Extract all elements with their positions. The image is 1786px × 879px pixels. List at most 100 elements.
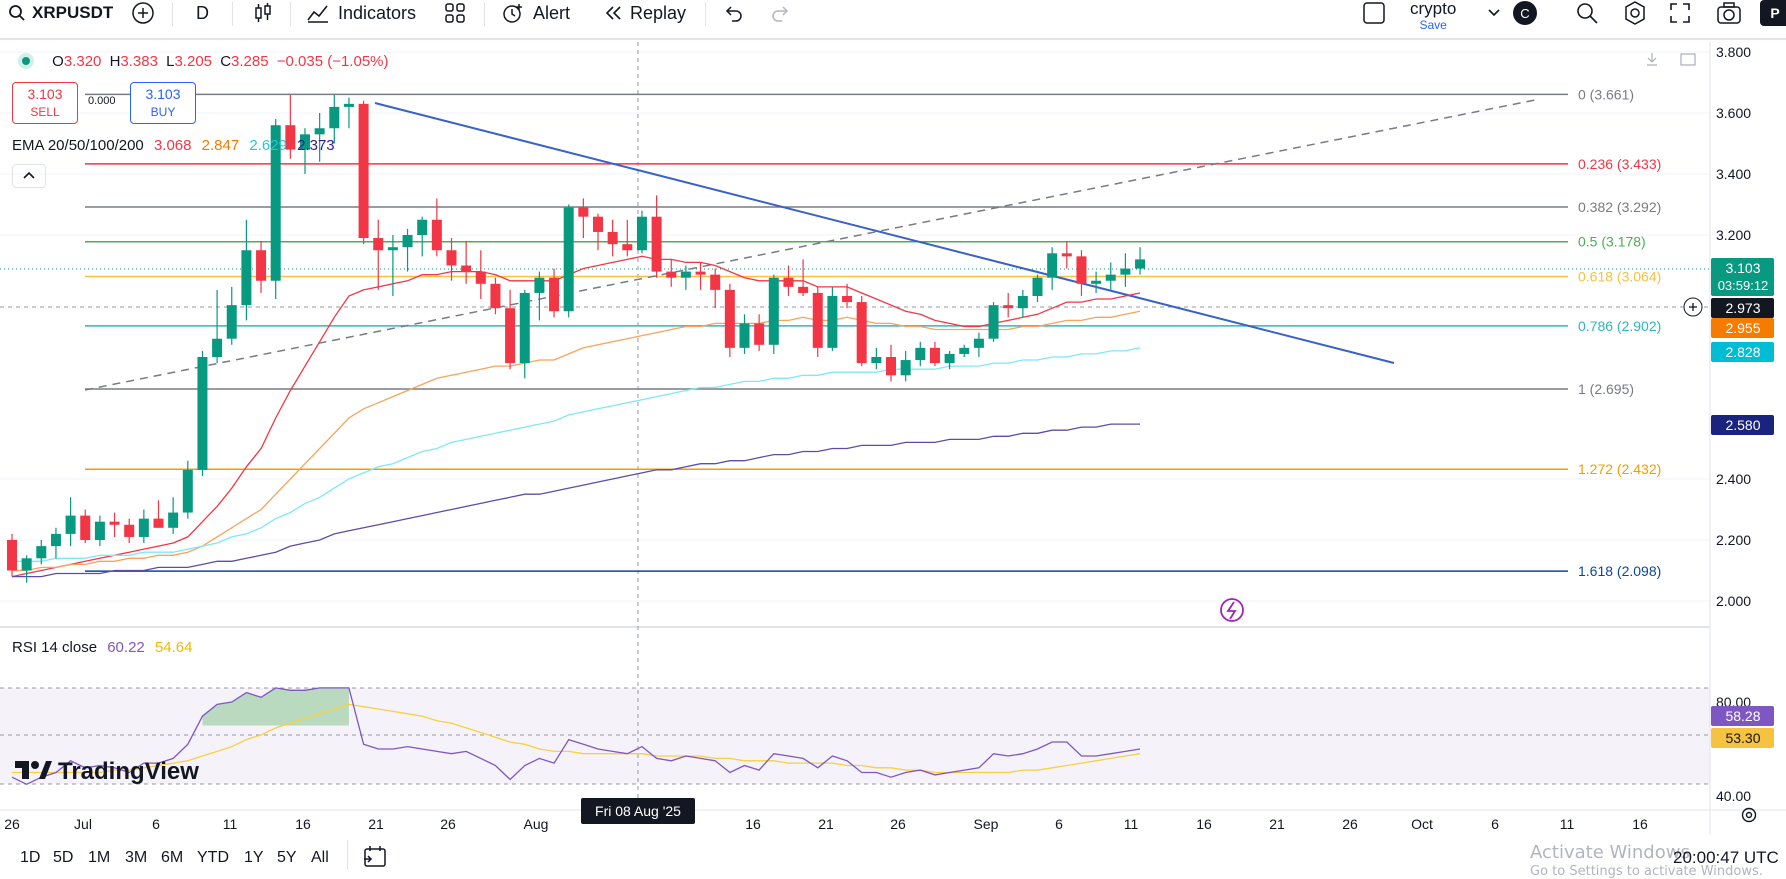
candle-body <box>490 283 501 309</box>
axis-settings-icon[interactable] <box>1740 806 1757 823</box>
candle-body <box>724 289 735 348</box>
layout-dropdown[interactable] <box>1487 0 1501 26</box>
candles-icon <box>252 2 274 24</box>
indicators-label: Indicators <box>338 2 417 23</box>
utc-clock[interactable]: 20:00:47 UTC <box>1673 848 1779 867</box>
activate-windows-title: Activate Windows <box>1530 842 1690 863</box>
ema-title: EMA 20/50/100/200 <box>12 137 144 154</box>
range-button-1d[interactable]: 1D <box>20 849 41 866</box>
candle-body <box>50 533 61 547</box>
candle-body <box>285 125 296 150</box>
interval-button[interactable]: D <box>196 0 209 26</box>
trendline-descending <box>374 102 1395 364</box>
price-chart[interactable]: 0 (3.661) 0.236 (3.433) 0.382 (3.292) 0.5 (… <box>0 0 1786 835</box>
candle-body <box>256 250 267 281</box>
price-tick-label: 3.600 <box>1716 105 1751 121</box>
candle-body <box>915 347 926 361</box>
alarm-clock-icon <box>501 1 525 25</box>
candle-body <box>812 292 823 348</box>
layout-menu[interactable]: crypto Save <box>1410 0 1456 32</box>
rsi-legend[interactable]: RSI 14 close 60.22 54.64 <box>12 639 192 656</box>
templates-button[interactable] <box>444 0 466 26</box>
range-button-5d[interactable]: 5D <box>53 849 74 866</box>
candle-body <box>402 235 413 248</box>
layout-save: Save <box>1419 18 1447 32</box>
fib-level-label: 0.5 (3.178) <box>1578 234 1646 250</box>
candle-body <box>549 277 560 312</box>
range-button-all[interactable]: All <box>311 849 329 866</box>
candle-body <box>1003 305 1014 309</box>
crosshair-price-text: 2.973 <box>1725 300 1760 316</box>
alert-label: Alert <box>533 2 571 23</box>
close-value: 3.285 <box>231 53 269 70</box>
candle-body <box>7 540 17 571</box>
candle-body <box>768 277 779 345</box>
range-button-6m[interactable]: 6M <box>161 849 184 866</box>
indicators-button[interactable]: Indicators <box>306 0 416 26</box>
date-tick-label: 16 <box>295 816 311 832</box>
candle-body <box>168 512 179 528</box>
rsi-ma-value: 54.64 <box>154 639 193 656</box>
fullscreen-button[interactable] <box>1669 0 1691 26</box>
ema-line-ema200 <box>12 423 1140 578</box>
avatar[interactable]: C <box>1513 1 1537 25</box>
download-icon[interactable] <box>1645 52 1659 71</box>
replay-label: Replay <box>630 2 687 23</box>
goto-date-button[interactable] <box>362 845 388 874</box>
candle-body <box>124 524 135 537</box>
redo-button[interactable] <box>770 0 792 26</box>
buy-button[interactable]: 3.103 BUY <box>130 82 196 124</box>
date-tick-label: 6 <box>1491 816 1499 832</box>
range-button-1m[interactable]: 1M <box>88 849 111 866</box>
fib-level-label: 0.236 (3.433) <box>1578 156 1661 172</box>
symbol-search[interactable]: XRPUSDT <box>8 0 113 26</box>
candle-body <box>94 521 105 540</box>
range-button-3m[interactable]: 3M <box>125 849 148 866</box>
settings-button[interactable] <box>1623 0 1647 26</box>
ema-legend[interactable]: EMA 20/50/100/200 3.068 2.847 2.629 2.37… <box>12 137 335 154</box>
range-button-ytd[interactable]: YTD <box>197 849 229 866</box>
candle-body <box>871 357 882 364</box>
chart-type-button[interactable] <box>252 0 274 26</box>
alert-button[interactable]: Alert <box>501 0 570 26</box>
ema20-value: 3.068 <box>153 137 192 154</box>
price-tick-label: 2.200 <box>1716 532 1751 548</box>
candle-body <box>944 353 955 364</box>
undo-button[interactable] <box>722 0 744 26</box>
crosshair-date-label: Fri 08 Aug '25 <box>595 803 681 819</box>
interval-label: D <box>196 2 209 23</box>
replay-button[interactable]: Replay <box>602 0 686 26</box>
compare-button[interactable] <box>131 0 155 26</box>
candle-body <box>959 347 970 354</box>
publish-button[interactable]: P <box>1760 0 1786 26</box>
publish-label: P <box>1770 5 1780 21</box>
rsi-value-tag-text: 53.30 <box>1725 730 1760 746</box>
date-tick-label: 16 <box>1632 816 1648 832</box>
ohlc-legend: O3.320 H3.383 L3.205 C3.285 −0.035 (−1.0… <box>22 53 389 70</box>
lightning-icon[interactable] <box>1220 598 1244 622</box>
candle-body <box>1017 296 1028 309</box>
camera-icon <box>1716 1 1742 25</box>
layout-toggle-button[interactable] <box>1362 0 1386 26</box>
sell-button[interactable]: 3.103 SELL <box>12 82 78 124</box>
candle-body <box>387 247 398 251</box>
quick-search-button[interactable] <box>1575 0 1599 26</box>
collapse-legend-button[interactable] <box>12 164 46 188</box>
rsi-value: 60.22 <box>107 639 145 656</box>
maximize-pane-icon[interactable] <box>1680 53 1696 71</box>
price-tick-label: 2.400 <box>1716 471 1751 487</box>
ema200-tag-text: 2.580 <box>1725 417 1760 433</box>
price-tick-label: 3.200 <box>1716 227 1751 243</box>
candle-body <box>680 271 691 278</box>
tradingview-logo[interactable]: TradingView <box>14 758 199 786</box>
candle-body <box>212 338 223 357</box>
date-tick-label: 11 <box>1124 816 1139 832</box>
snapshot-button[interactable] <box>1716 0 1742 26</box>
candle-body <box>593 216 603 232</box>
candle-body <box>929 347 940 364</box>
candle-body <box>343 103 354 107</box>
range-button-1y[interactable]: 1Y <box>244 849 264 866</box>
symbol-name: XRPUSDT <box>32 3 114 22</box>
date-tick-label: 11 <box>1560 816 1575 832</box>
range-button-5y[interactable]: 5Y <box>277 849 297 866</box>
